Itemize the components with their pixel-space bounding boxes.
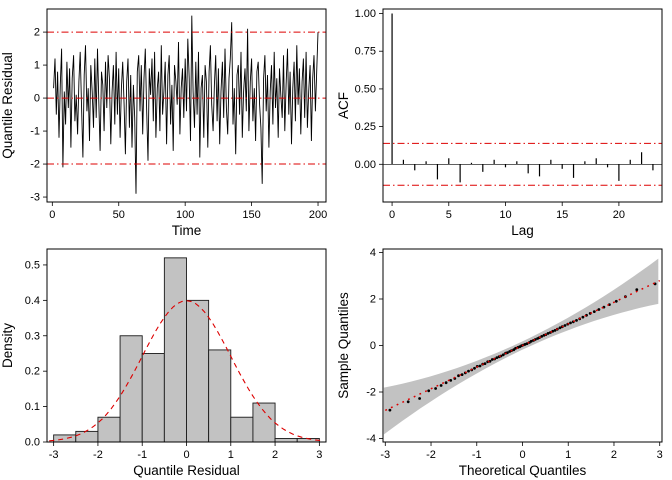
y-tick-label: 0.75 [355,46,376,58]
x-tick-label: -1 [137,449,147,461]
x-tick-label: 0 [389,209,395,221]
x-tick-label: 200 [309,209,327,221]
y-tick-label: -2 [366,387,376,399]
x-tick-label: -3 [49,449,59,461]
y-tick-label: 0 [34,93,40,105]
x-tick-label: 0 [519,449,525,461]
plot-acf-vs-lag: 0 5 10 15 20 0.00 0.25 0.50 0.75 1.00 Lag ACF [336,8,663,238]
y-tick-label: 0.0 [25,437,40,449]
plot-qq-sample-vs-theoretical: -3 -2 -1 0 1 2 3 -4 -2 0 2 4 Theoretical Quantiles Sa… [336,247,663,478]
x-tick-label: 1 [565,449,571,461]
x-tick-label: 20 [613,209,625,221]
x-tick-label: 0 [49,209,55,221]
x-tick-label: 50 [113,209,125,221]
y-tick-label: 0 [370,340,376,352]
x-axis-title: Theoretical Quantiles [459,463,587,478]
y-tick-label: 0.2 [25,366,40,378]
y-tick-label: 4 [370,247,376,259]
y-tick-label: 1.00 [355,8,376,20]
x-tick-label: 10 [499,209,511,221]
x-axis-title: Time [172,223,202,238]
acf-bars [391,13,654,183]
y-tick-label: 2 [34,27,40,39]
qq-reference-line [384,279,661,412]
x-tick-label: -2 [93,449,103,461]
plot-quantile-residual-vs-time: 0 50 100 150 200 -3 -2 -1 0 1 2 Time Quantile Residu… [0,8,327,238]
x-tick-label: 1 [228,449,234,461]
x-tick-label: -2 [426,449,436,461]
y-tick-label: -4 [366,433,376,445]
x-tick-label: 3 [657,449,663,461]
y-axis-title: ACF [336,92,351,119]
x-tick-label: 0 [183,449,189,461]
y-tick-label: 2 [370,293,376,305]
y-tick-label: 0.25 [355,121,376,133]
y-axis-title: Density [0,323,15,368]
y-tick-label: 0.1 [25,401,40,413]
y-tick-label: 0.3 [25,330,40,342]
x-tick-label: 2 [611,449,617,461]
x-tick-label: 5 [446,209,452,221]
y-axis-title: Quantile Residual [0,52,15,159]
x-tick-label: -1 [472,449,482,461]
x-tick-label: 150 [242,209,260,221]
plot-density-histogram: -3 -2 -1 0 1 2 3 0.0 0.1 0.2 0.3 0.4 0.5 Quantile Res… [0,248,327,478]
y-tick-label: 0.00 [355,159,376,171]
y-tick-label: 0.4 [25,295,40,307]
x-axis-title: Quantile Residual [133,463,240,478]
y-tick-label: 0.5 [25,259,40,271]
y-tick-label: 1 [34,60,40,72]
y-axis-title: Sample Quantiles [336,292,351,399]
x-tick-label: 100 [176,209,194,221]
x-tick-label: 2 [272,449,278,461]
x-tick-label: -3 [380,449,390,461]
y-tick-label: -3 [30,192,40,204]
x-tick-label: 3 [316,449,322,461]
panel-border [46,8,327,203]
panel-background [383,9,662,202]
residual-time-series-line [53,15,319,194]
histogram-bars [53,257,320,443]
x-tick-label: 15 [556,209,568,221]
normal-density-curve [49,300,324,442]
y-tick-label: 0.50 [355,83,376,95]
y-tick-label: -2 [30,159,40,171]
x-axis-title: Lag [511,223,534,238]
panel-border [382,8,663,203]
y-tick-label: -1 [30,126,40,138]
